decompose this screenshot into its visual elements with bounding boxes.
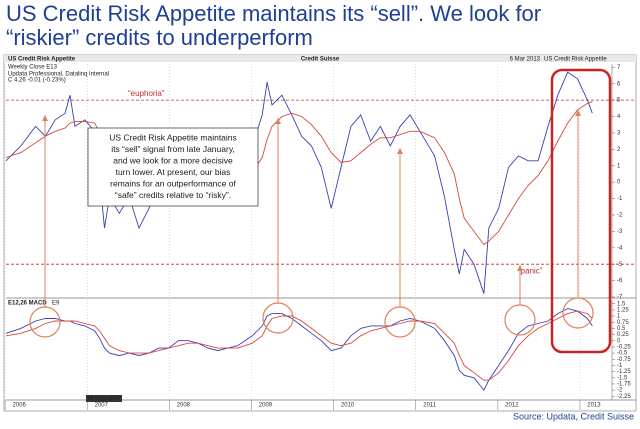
y-tick-label: 4	[617, 114, 621, 120]
annotation-line: and we look for a more decisive	[113, 155, 233, 165]
subtitle: Weekly Close E13	[8, 65, 58, 71]
y-tick-label: -0.75	[617, 357, 631, 363]
y-tick-label: 0.25	[617, 332, 629, 338]
y-tick-label: 1	[617, 314, 621, 320]
y-tick-label: -5	[617, 262, 623, 268]
y-tick-label: -2	[617, 213, 623, 219]
x-tick-label: 2011	[423, 403, 437, 409]
y-tick-label: 1	[617, 163, 621, 169]
y-tick-label: -6	[617, 278, 623, 284]
y-tick-label: -4	[617, 245, 623, 251]
y-tick-label: 5	[617, 98, 621, 104]
chart-header	[4, 55, 636, 62]
x-tick-label: 2012	[505, 403, 519, 409]
y-tick-label: -1	[617, 363, 623, 369]
y-tick-label: 0.75	[617, 320, 629, 326]
signal-label: E9	[52, 301, 60, 307]
date: 6 Mar 2013	[510, 57, 541, 63]
y-tick-label: -0.25	[617, 344, 631, 350]
y-tick-label: -1.25	[617, 369, 631, 375]
source: Source: Updata, Credit Suisse	[513, 411, 634, 421]
panel-title: E12,26 MACD	[8, 301, 47, 307]
title-line: “riskier” credits to underperform	[6, 25, 313, 50]
series-line	[5, 308, 593, 391]
arrow-head	[397, 148, 403, 154]
info: Updata Professional, Datalinq Internal	[8, 72, 109, 78]
title-line: US Credit Risk Appetite maintains its “s…	[6, 1, 541, 26]
y-tick-label: -1.5	[617, 375, 628, 381]
y-tick-label: 3	[617, 130, 621, 136]
arrow-head	[275, 118, 281, 124]
y-tick-label: -7	[617, 295, 623, 301]
x-tick-label: 2006	[12, 403, 26, 409]
y-tick-label: 2	[617, 147, 621, 153]
y-tick-label: -0.5	[617, 351, 628, 357]
x-marker-box	[86, 395, 122, 402]
chart-title: US Credit Risk Appetite	[8, 57, 76, 63]
chart-title-right: US Credit Risk Appetite	[544, 57, 607, 63]
chart-frame	[3, 54, 637, 412]
y-tick-label: 0.5	[617, 326, 626, 332]
series-line	[5, 310, 593, 381]
annotation-line: remains for an outperformance of	[110, 178, 236, 188]
y-tick-label: -1	[617, 196, 623, 202]
x-tick-label: 2008	[177, 403, 191, 409]
y-tick-label: 1.5	[617, 301, 626, 307]
y-tick-label: -2.25	[617, 394, 631, 400]
reference-label: “euphoria”	[128, 89, 165, 98]
annotation-line: “safe” credits relative to “risky”.	[115, 190, 231, 200]
x-tick-label: 2009	[259, 403, 273, 409]
annotation-line: its “sell” signal from late January,	[111, 144, 235, 154]
annotation-box	[87, 127, 259, 207]
y-tick-label: 6	[617, 81, 621, 87]
y-tick-label: 0	[617, 180, 621, 186]
arrow-head	[575, 110, 581, 116]
y-tick-label: -2	[617, 388, 623, 394]
annotation-line: turn lower. At present, our bias	[116, 167, 231, 177]
y-tick-label: 7	[617, 65, 621, 71]
y-tick-label: 1.25	[617, 307, 629, 313]
y-tick-label: 0	[617, 338, 621, 344]
brand: Credit Suisse	[301, 57, 340, 63]
x-tick-label: 2010	[341, 403, 355, 409]
reference-label: “panic”	[518, 266, 543, 275]
x-tick-label: 2013	[587, 403, 601, 409]
highlight-box	[550, 68, 612, 354]
x-tick-label: 2007	[95, 403, 109, 409]
annotation-line: US Credit Risk Appetite maintains	[109, 132, 237, 142]
y-tick-label: -3	[617, 229, 623, 235]
y-tick-label: -1.75	[617, 382, 631, 388]
info: C 4.26 -0.01 (-0.23%)	[8, 78, 66, 84]
arrow-head	[42, 115, 48, 121]
arrow-head	[517, 265, 523, 271]
x-marker-label: 19 Nov 2007	[87, 396, 122, 402]
